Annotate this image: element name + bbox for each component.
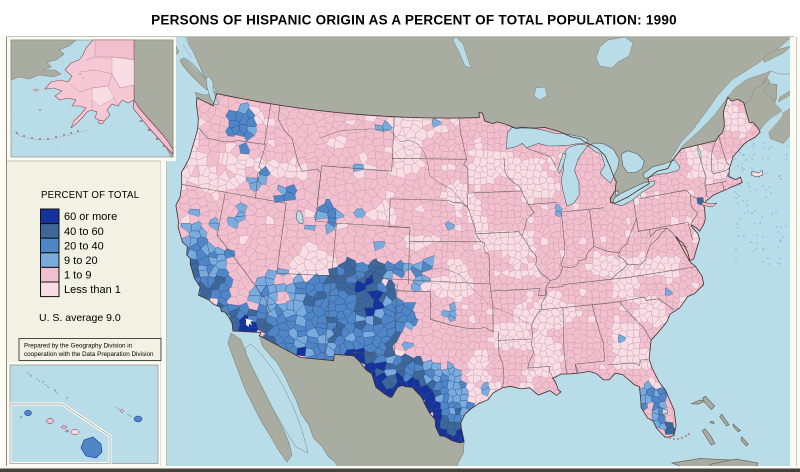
svg-text:PERSONS OF HISPANIC ORIGIN AS: PERSONS OF HISPANIC ORIGIN AS A PERCENT … <box>151 13 677 28</box>
svg-text:cooperation with the Data Prep: cooperation with the Data Preparation Di… <box>24 351 154 358</box>
svg-text:PERCENT OF TOTAL: PERCENT OF TOTAL <box>41 190 140 201</box>
svg-text:1 to 9: 1 to 9 <box>64 270 92 282</box>
svg-text:9 to 20: 9 to 20 <box>64 255 98 267</box>
svg-text:40 to 60: 40 to 60 <box>64 226 104 238</box>
svg-text:Less than 1: Less than 1 <box>64 284 121 296</box>
svg-text:20 to 40: 20 to 40 <box>64 240 104 252</box>
svg-text:60 or more: 60 or more <box>64 211 117 223</box>
svg-text:Prepared by the Geography Divi: Prepared by the Geography Division in <box>24 343 133 350</box>
svg-text:U. S. average 9.0: U. S. average 9.0 <box>39 312 121 324</box>
